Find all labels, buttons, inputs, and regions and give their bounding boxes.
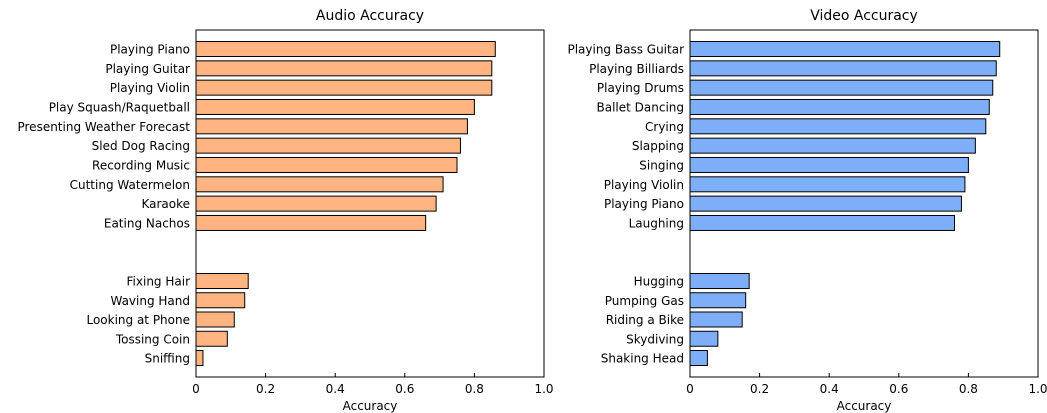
- chart-1-bar-playing-violin: [689, 176, 966, 193]
- chart-0-bar-playing-piano: [195, 41, 496, 57]
- chart-0-xtick-label: 0.6: [395, 382, 414, 396]
- chart-0-bar-looking-at-phone: [195, 311, 235, 328]
- chart-0-xtick-label: 0.8: [465, 382, 484, 396]
- chart-0-bar-eating-nachos: [195, 214, 427, 231]
- chart-1-xtick-label: 0: [686, 382, 694, 396]
- chart-1-bar-playing-piano: [689, 195, 962, 212]
- chart-0-category-label-tossing-coin: Tossing Coin: [115, 332, 190, 346]
- chart-0-bar-tossing-coin: [195, 330, 228, 347]
- chart-1-category-label-riding-a-bike: Riding a Bike: [606, 313, 684, 327]
- chart-0-xtick-label: 0: [192, 382, 200, 396]
- chart-0-xtick-label: 1.0: [534, 382, 553, 396]
- chart-0-category-label-play-squash-raquetball: Play Squash/Raquetball: [49, 100, 190, 114]
- chart-0-bar-playing-violin: [195, 79, 493, 96]
- chart-0-bar-recording-music: [195, 156, 458, 173]
- chart-0-bar-cutting-watermelon: [195, 176, 444, 193]
- chart-1-x-axis-label: Accuracy: [837, 399, 892, 413]
- chart-0-bar-karaoke: [195, 195, 437, 212]
- chart-1-category-label-ballet-dancing: Ballet Dancing: [596, 100, 684, 114]
- chart-0-bar-waving-hand: [195, 292, 246, 309]
- chart-0-title: Audio Accuracy: [316, 8, 424, 24]
- chart-0-category-label-playing-piano: Playing Piano: [110, 43, 190, 57]
- chart-1-xtick-label: 1.0: [1028, 382, 1047, 396]
- chart-0-category-label-presenting-weather-forecast: Presenting Weather Forecast: [17, 120, 190, 134]
- chart-0-category-label-cutting-watermelon: Cutting Watermelon: [70, 178, 190, 192]
- chart-1-bar-pumping-gas: [689, 292, 747, 309]
- chart-0-bar-sniffing: [195, 350, 204, 366]
- chart-1-category-label-playing-billiards: Playing Billiards: [589, 62, 684, 76]
- chart-1-bar-playing-drums: [689, 79, 994, 96]
- chart-0-category-label-waving-hand: Waving Hand: [110, 294, 190, 308]
- chart-1-bar-crying: [689, 118, 987, 135]
- chart-1-plot-frame: [689, 29, 1039, 378]
- chart-0-xtick-label: 0.4: [326, 382, 345, 396]
- chart-0-category-label-sniffing: Sniffing: [145, 352, 190, 366]
- chart-1-bar-ballet-dancing: [689, 98, 990, 115]
- chart-1-category-label-crying: Crying: [645, 120, 684, 134]
- chart-0-category-label-karaoke: Karaoke: [141, 197, 190, 211]
- chart-0-x-axis-label: Accuracy: [343, 399, 398, 413]
- chart-1-category-label-slapping: Slapping: [632, 139, 684, 153]
- chart-1-xtick-label: 0.2: [750, 382, 769, 396]
- audio-accuracy-chart: Audio Accuracy Playing Piano Playing Guita…: [17, 8, 553, 413]
- chart-1-bar-skydiving: [689, 330, 719, 347]
- chart-1-category-label-pumping-gas: Pumping Gas: [605, 294, 684, 308]
- chart-0-category-label-recording-music: Recording Music: [92, 158, 190, 172]
- chart-0-category-label-eating-nachos: Eating Nachos: [104, 216, 190, 230]
- chart-1-category-label-laughing: Laughing: [629, 216, 684, 230]
- chart-1-bar-playing-billiards: [689, 60, 997, 77]
- chart-1-category-label-playing-drums: Playing Drums: [597, 81, 684, 95]
- chart-1-xtick-label: 0.8: [959, 382, 978, 396]
- chart-1-category-label-skydiving: Skydiving: [626, 332, 684, 346]
- chart-1-category-label-shaking-head: Shaking Head: [601, 352, 684, 366]
- chart-0-category-label-looking-at-phone: Looking at Phone: [86, 313, 190, 327]
- chart-0-bar-play-squash-raquetball: [195, 98, 475, 115]
- chart-0-category-label-sled-dog-racing: Sled Dog Racing: [92, 139, 190, 153]
- chart-0-category-label-playing-violin: Playing Violin: [110, 81, 190, 95]
- chart-1-category-label-playing-bass-guitar: Playing Bass Guitar: [567, 43, 684, 57]
- chart-0-category-label-playing-guitar: Playing Guitar: [105, 62, 190, 76]
- chart-1-category-label-playing-piano: Playing Piano: [604, 197, 684, 211]
- chart-0-category-label-fixing-hair: Fixing Hair: [127, 275, 191, 289]
- video-accuracy-chart: Video Accuracy Playing Bass Guitar Playing…: [567, 8, 1047, 413]
- chart-0-bar-presenting-weather-forecast: [195, 118, 468, 135]
- chart-1-bar-singing: [689, 156, 969, 173]
- chart-1-bar-riding-a-bike: [689, 311, 743, 328]
- chart-0-plot-frame: [195, 29, 545, 378]
- chart-1-xtick-label: 0.6: [889, 382, 908, 396]
- chart-1-bar-shaking-head: [689, 350, 708, 366]
- chart-1-title: Video Accuracy: [810, 8, 918, 24]
- chart-0-bar-fixing-hair: [195, 273, 249, 289]
- chart-1-xtick-label: 0.4: [820, 382, 839, 396]
- chart-0-bar-sled-dog-racing: [195, 137, 461, 154]
- chart-1-category-label-hugging: Hugging: [634, 275, 684, 289]
- chart-1-bar-hugging: [689, 273, 750, 289]
- chart-0-bar-playing-guitar: [195, 60, 493, 77]
- chart-1-bar-playing-bass-guitar: [689, 41, 1001, 57]
- chart-1-category-label-singing: Singing: [639, 158, 684, 172]
- chart-1-category-label-playing-violin: Playing Violin: [604, 178, 684, 192]
- chart-1-bar-slapping: [689, 137, 976, 154]
- chart-1-bar-laughing: [689, 214, 955, 231]
- chart-0-xtick-label: 0.2: [256, 382, 275, 396]
